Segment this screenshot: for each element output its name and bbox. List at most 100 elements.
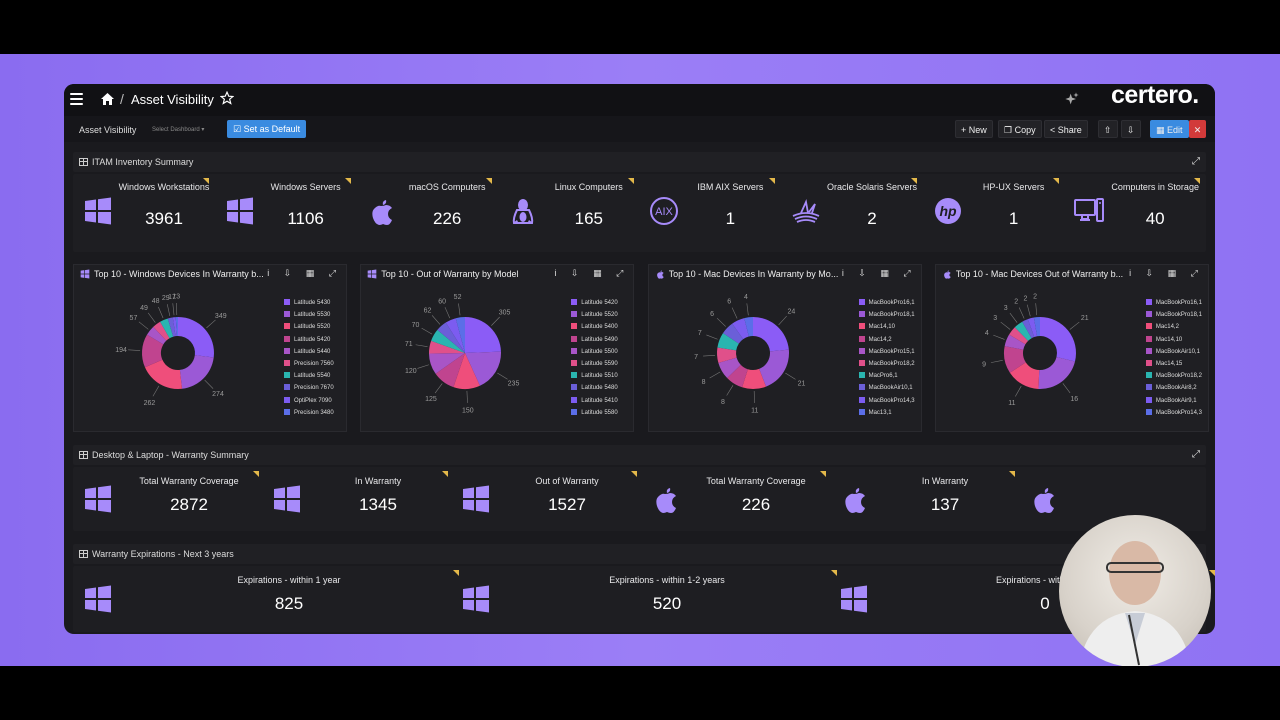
pie-slice[interactable] [1014,321,1032,341]
pie-slice[interactable] [167,317,176,337]
pie-slice[interactable] [142,334,164,368]
legend-item[interactable]: Latitude 5440 [284,346,334,358]
legend-item[interactable]: Mac14,2 [1145,321,1202,333]
pie-slice[interactable] [153,321,170,341]
pie-slice[interactable] [717,357,741,379]
legend-item[interactable]: MacBookAir9,1 [1145,395,1202,407]
legend-item[interactable]: Mac13,1 [858,407,915,419]
hamburger-menu-icon[interactable] [70,93,83,105]
pie-slice[interactable] [429,340,466,354]
pie-slice[interactable] [722,323,743,344]
legend-item[interactable]: Precision 7670 [284,382,334,394]
kpi-card[interactable] [1018,467,1207,531]
pie-slice[interactable] [465,351,502,386]
legend-item[interactable]: Precision 7560 [284,358,334,370]
pie-slice[interactable] [435,353,466,388]
kpi-card[interactable]: Computers in Storage 40 [1064,174,1206,252]
legend-item[interactable]: MacBookPro16,1 [858,297,915,309]
legend-item[interactable]: MacBookPro18,1 [858,309,915,321]
pie-slice[interactable] [716,347,737,363]
kpi-card[interactable]: Total Warranty Coverage 226 [640,467,829,531]
legend-item[interactable]: Precision 3480 [284,407,334,419]
legend-item[interactable]: MacPro6,1 [858,370,915,382]
legend-item[interactable]: Latitude 5420 [284,334,334,346]
kpi-card[interactable]: Total Warranty Coverage 2872 [73,467,262,531]
pie-slice[interactable] [453,353,481,389]
pie-slice[interactable] [455,317,466,353]
legend-item[interactable]: MacBookPro15,1 [858,346,915,358]
legend-item[interactable]: MacBookPro14,3 [858,395,915,407]
kpi-card[interactable]: macOS Computers 226 [356,174,498,252]
legend-item[interactable]: OptiPlex 7090 [284,395,334,407]
expand-icon[interactable]: ⤢ [1192,449,1200,460]
kpi-card[interactable]: Expirations - within 1-2 years 520 [451,566,837,632]
legend-item[interactable]: Latitude 5500 [571,346,618,358]
legend-item[interactable]: Mac14,15 [1145,358,1202,370]
legend-item[interactable]: Latitude 5480 [571,382,618,394]
edit-button[interactable]: ▦ Edit [1150,120,1189,138]
pie-slice[interactable] [731,318,749,340]
share-button[interactable]: < Share [1044,120,1088,138]
kpi-card[interactable]: Windows Workstations 3961 [73,174,215,252]
legend-item[interactable]: Latitude 5580 [571,407,618,419]
legend-item[interactable]: MacBookPro18,2 [858,358,915,370]
home-icon[interactable] [100,92,115,106]
pie-slice[interactable] [752,317,789,352]
download-button[interactable]: ⇩ [1121,120,1141,138]
pie-slice[interactable] [429,353,466,374]
kpi-card[interactable]: Windows Servers 1106 [215,174,357,252]
pie-slice[interactable] [1033,317,1040,337]
kpi-card[interactable]: Expirations - within 2-3 y 0 [829,566,1215,632]
pie-slice[interactable] [741,368,766,389]
legend-item[interactable]: MacBookPro18,2 [1145,370,1202,382]
legend-item[interactable]: Mac14,10 [1145,334,1202,346]
kpi-card[interactable]: In Warranty 137 [829,467,1018,531]
kpi-card[interactable]: Expirations - within 1 year 825 [73,566,459,632]
kpi-card[interactable]: Out of Warranty 1527 [451,467,640,531]
legend-item[interactable]: MacBookPro14,3 [1145,407,1202,419]
legend-item[interactable]: Latitude 5540 [284,370,334,382]
pie-slice[interactable] [172,317,177,337]
pie-slice[interactable] [431,329,466,353]
legend-item[interactable]: MacBookAir10,1 [858,382,915,394]
pie-slice[interactable] [1009,362,1040,389]
pie-slice[interactable] [446,318,466,353]
pie-slice[interactable] [1039,317,1076,362]
copy-button[interactable]: ❐ Copy [998,120,1042,138]
pie-slice[interactable] [147,326,167,345]
pie-slice[interactable] [178,317,214,358]
legend-item[interactable]: MacBookPro16,1 [1145,297,1202,309]
pie-slice[interactable] [437,322,466,353]
chart-actions[interactable]: i ⇩ ▦ ⤢ [554,268,630,278]
legend-item[interactable]: Latitude 5420 [571,297,618,309]
kpi-card[interactable]: Oracle Solaris Servers 2 [781,174,923,252]
select-dashboard-dropdown[interactable]: Select Dashboard ▾ [152,127,205,133]
pie-slice[interactable] [1004,334,1026,350]
pie-slice[interactable] [758,349,789,387]
new-button[interactable]: + New [955,120,993,138]
pie-slice[interactable] [465,317,502,353]
chart-actions[interactable]: i ⇩ ▦ ⤢ [1129,268,1204,278]
kpi-card[interactable]: In Warranty 1345 [262,467,451,531]
pie-slice[interactable] [179,355,214,389]
kpi-card[interactable]: AIX IBM AIX Servers 1 [639,174,781,252]
favorite-star-icon[interactable] [220,91,234,105]
pie-slice[interactable] [743,317,753,337]
kpi-card[interactable]: Linux Computers 165 [498,174,640,252]
legend-item[interactable]: Latitude 5590 [571,358,618,370]
pie-slice[interactable] [144,359,183,389]
close-button[interactable]: ✕ [1189,120,1206,138]
pie-slice[interactable] [175,317,178,337]
pie-slice[interactable] [1008,327,1028,345]
pie-slice[interactable] [726,364,748,388]
legend-item[interactable]: Latitude 5520 [571,309,618,321]
upload-button[interactable]: ⇧ [1098,120,1118,138]
legend-item[interactable]: MacBookPro18,1 [1145,309,1202,321]
legend-item[interactable]: Latitude 5410 [571,395,618,407]
legend-item[interactable]: Latitude 5400 [571,321,618,333]
chart-actions[interactable]: i ⇩ ▦ ⤢ [841,268,917,278]
pie-slice[interactable] [717,333,739,351]
expand-icon[interactable]: ⤢ [1192,156,1200,167]
magic-sparkle-icon[interactable] [1064,91,1080,107]
chart-actions[interactable]: i ⇩ ▦ ⤢ [267,268,342,278]
